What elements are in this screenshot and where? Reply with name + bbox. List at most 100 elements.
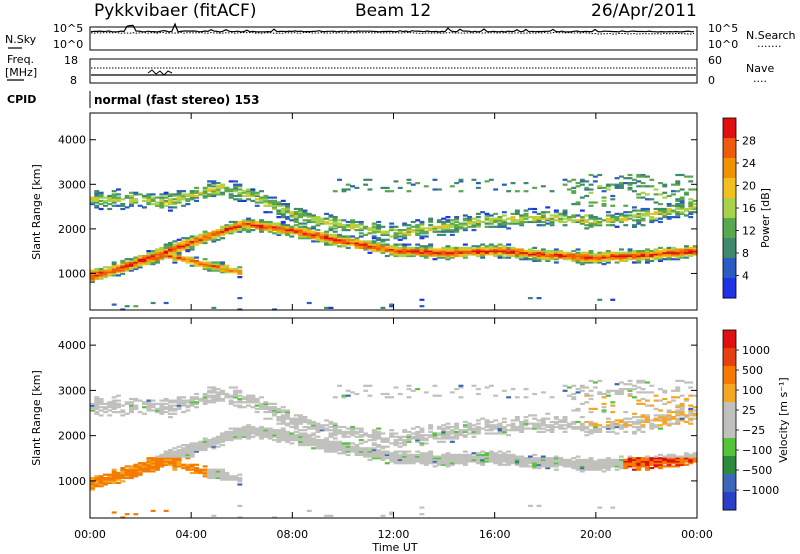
velocity-cell (354, 392, 360, 396)
power-cell (345, 220, 351, 224)
power-cell (428, 248, 434, 251)
power-cell (302, 222, 308, 225)
power-cell (666, 248, 672, 251)
velocity-cell (293, 430, 299, 433)
power-cell (345, 243, 351, 246)
power-cell (558, 214, 564, 217)
power-cell (302, 232, 308, 235)
velocity-cell (579, 429, 585, 432)
velocity-cell (224, 437, 230, 440)
velocity-cell (207, 468, 212, 471)
power-cell (341, 243, 347, 246)
velocity-cell (601, 409, 607, 412)
power-cell (514, 254, 520, 258)
power-cell (237, 230, 243, 233)
velocity-cell (168, 450, 173, 453)
velocity-cell (527, 504, 533, 507)
velocity-cell (254, 411, 260, 414)
velocity-cell (545, 463, 551, 466)
velocity-cell (662, 414, 668, 417)
power-cell (493, 212, 499, 215)
power-cell (267, 230, 273, 233)
velocity-cell (176, 401, 182, 404)
power-cell (579, 261, 585, 264)
power-cell (601, 203, 607, 206)
power-cell (484, 253, 490, 256)
velocity-cell (428, 435, 434, 438)
velocity-cell (211, 439, 217, 442)
power-cell (423, 230, 429, 233)
power-cell (293, 212, 299, 215)
velocity-cell (601, 460, 607, 463)
velocity-cell (488, 384, 494, 387)
velocity-cell (133, 473, 139, 476)
power-cell (662, 250, 668, 253)
power-cell (549, 222, 555, 225)
power-cell (233, 271, 238, 274)
velocity-cell (553, 468, 559, 471)
power-cell (211, 235, 217, 238)
power-cell (354, 224, 360, 227)
velocity-cell (111, 401, 117, 404)
power-cell (137, 261, 143, 264)
velocity-cell (98, 409, 104, 412)
velocity-cell (263, 427, 269, 430)
power-cell (306, 237, 312, 240)
velocity-cell (475, 419, 481, 422)
velocity-cell (584, 465, 590, 468)
velocity-cell (571, 392, 577, 396)
power-cell (597, 261, 603, 264)
velocity-cell (315, 444, 321, 447)
power-cell (675, 248, 681, 251)
velocity-cell (458, 457, 464, 460)
power-cell (133, 266, 139, 269)
velocity-cell (415, 434, 421, 437)
velocity-cell (501, 432, 507, 435)
velocity-cell (116, 406, 121, 409)
velocity-cell (293, 425, 299, 429)
power-cell (137, 258, 143, 261)
power-cell (176, 196, 182, 199)
power-cell (250, 220, 256, 224)
velocity-cell (298, 440, 303, 443)
power-cell (371, 250, 377, 253)
power-cell (480, 254, 486, 258)
power-cell (289, 225, 295, 228)
velocity-cell (380, 447, 386, 450)
velocity-cell (553, 422, 559, 425)
velocity-cell (428, 427, 434, 430)
power-cell (536, 220, 542, 224)
velocity-cell (475, 453, 481, 456)
power-cell (237, 199, 243, 202)
power-cell (215, 238, 221, 241)
velocity-cell (506, 434, 512, 437)
velocity-cell (658, 457, 663, 460)
power-cell (189, 259, 195, 262)
power-cell (94, 201, 100, 204)
power-cell (319, 235, 325, 238)
velocity-cell (228, 399, 234, 402)
power-cell (597, 224, 603, 227)
power-cell (272, 207, 277, 211)
power-cell (389, 222, 395, 225)
velocity-cell (384, 457, 390, 460)
power-cell (540, 258, 546, 261)
velocity-cell (202, 471, 208, 475)
power-cell (454, 182, 460, 185)
power-cell (345, 240, 351, 243)
velocity-cell (488, 425, 494, 429)
velocity-cell (233, 401, 238, 404)
power-cell (241, 194, 247, 198)
power-cell (419, 245, 425, 248)
velocity-cell (532, 417, 538, 420)
velocity-cell (579, 389, 585, 392)
power-cell (389, 190, 395, 193)
velocity-cell (146, 402, 152, 405)
power-cell (276, 209, 282, 212)
power-cell (254, 194, 260, 198)
velocity-cell (250, 429, 256, 432)
velocity-cell (532, 392, 538, 396)
power-cell (493, 245, 499, 248)
velocity-cell (237, 504, 243, 507)
power-cell (90, 280, 95, 283)
